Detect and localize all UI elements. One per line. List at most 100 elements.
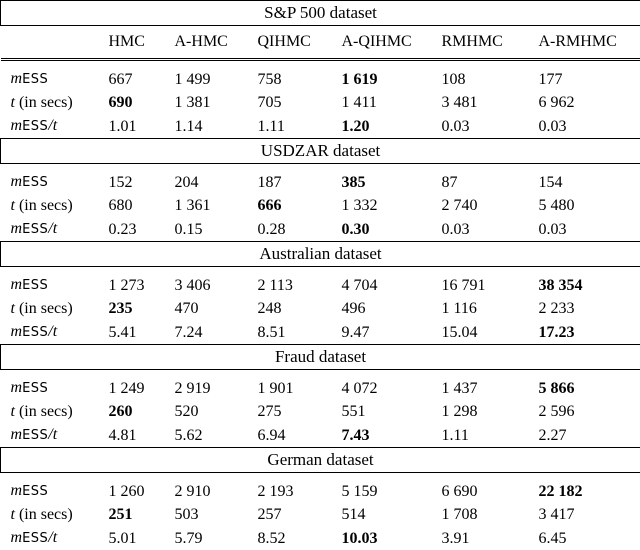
value-cell: 4.81 (105, 423, 171, 448)
value-cell: 0.23 (105, 217, 171, 242)
column-header: QIHMC (254, 26, 338, 60)
value-cell: 1 249 (105, 376, 171, 400)
value-cell: 275 (254, 400, 338, 423)
row-label-ratio: mESS/t (1, 423, 105, 448)
value-cell: 22 182 (535, 479, 640, 503)
row-label-ratio: mESS/t (1, 526, 105, 550)
row-label-ratio: mESS/t (1, 217, 105, 242)
time-unit: (in secs) (15, 300, 73, 317)
value-cell: 6.45 (535, 526, 640, 550)
per-t-symbol: /t (48, 323, 57, 340)
m-symbol: m (11, 323, 23, 340)
value-cell: 6 690 (438, 479, 535, 503)
m-symbol: m (11, 529, 23, 546)
column-header: RMHMC (438, 26, 535, 60)
value-cell: 4 704 (338, 273, 438, 297)
value-cell: 1 411 (338, 91, 438, 114)
row-label-mess: mESS (1, 273, 105, 297)
value-cell: 2 596 (535, 400, 640, 423)
value-cell: 3 406 (171, 273, 254, 297)
value-cell: 5 480 (535, 194, 640, 217)
value-cell: 177 (535, 67, 640, 91)
value-cell: 1 437 (438, 376, 535, 400)
time-unit: (in secs) (15, 197, 73, 214)
column-header: HMC (105, 26, 171, 60)
row-label-time: t (in secs) (1, 297, 105, 320)
value-cell: 2 113 (254, 273, 338, 297)
value-cell: 15.04 (438, 320, 535, 345)
value-cell: 680 (105, 194, 171, 217)
value-cell: 154 (535, 170, 640, 194)
value-cell: 10.03 (338, 526, 438, 550)
row-label-time: t (in secs) (1, 400, 105, 423)
row-label-time: t (in secs) (1, 503, 105, 526)
value-cell: 470 (171, 297, 254, 320)
value-cell: 1 901 (254, 376, 338, 400)
value-cell: 4 072 (338, 376, 438, 400)
dataset-title-row: USDZAR dataset (1, 139, 640, 164)
m-symbol: m (11, 117, 23, 134)
row-label-mess: mESS (1, 170, 105, 194)
column-header: A-HMC (171, 26, 254, 60)
per-t-symbol: /t (48, 117, 57, 134)
value-cell: 0.28 (254, 217, 338, 242)
dataset-title: Australian dataset (1, 242, 640, 267)
value-cell: 16 791 (438, 273, 535, 297)
row-label-mess: mESS (1, 67, 105, 91)
value-cell: 6.94 (254, 423, 338, 448)
header-rule (1, 60, 640, 68)
value-cell: 520 (171, 400, 254, 423)
value-cell: 1 361 (171, 194, 254, 217)
row-label-mess: mESS (1, 376, 105, 400)
value-cell: 0.03 (535, 114, 640, 139)
ess-symbol: ESS (22, 484, 48, 499)
value-cell: 2 910 (171, 479, 254, 503)
value-cell: 3.91 (438, 526, 535, 550)
value-cell: 1 332 (338, 194, 438, 217)
value-cell: 0.03 (535, 217, 640, 242)
ess-symbol: ESS (22, 72, 48, 87)
ess-symbol: ESS (22, 428, 48, 443)
per-t-symbol: /t (48, 529, 57, 546)
value-cell: 0.15 (171, 217, 254, 242)
value-cell: 514 (338, 503, 438, 526)
ess-symbol: ESS (22, 381, 48, 396)
value-cell: 5.79 (171, 526, 254, 550)
value-cell: 1 619 (338, 67, 438, 91)
value-cell: 3 417 (535, 503, 640, 526)
row-label-mess: mESS (1, 479, 105, 503)
column-header: A-RMHMC (535, 26, 640, 60)
value-cell: 1.11 (254, 114, 338, 139)
dataset-title: German dataset (1, 448, 640, 473)
value-cell: 251 (105, 503, 171, 526)
value-cell: 5 159 (338, 479, 438, 503)
m-symbol: m (11, 426, 23, 443)
ess-symbol: ESS (22, 119, 48, 134)
value-cell: 496 (338, 297, 438, 320)
time-unit: (in secs) (15, 506, 73, 523)
value-cell: 0.30 (338, 217, 438, 242)
value-cell: 5 866 (535, 376, 640, 400)
value-cell: 2 233 (535, 297, 640, 320)
value-cell: 1.11 (438, 423, 535, 448)
ess-symbol: ESS (22, 175, 48, 190)
value-cell: 1 273 (105, 273, 171, 297)
value-cell: 235 (105, 297, 171, 320)
double-rule (1, 60, 640, 68)
header-corner (1, 26, 105, 60)
dataset-title-row: German dataset (1, 448, 640, 473)
row-label-ratio: mESS/t (1, 114, 105, 139)
m-symbol: m (11, 379, 23, 396)
value-cell: 8.51 (254, 320, 338, 345)
